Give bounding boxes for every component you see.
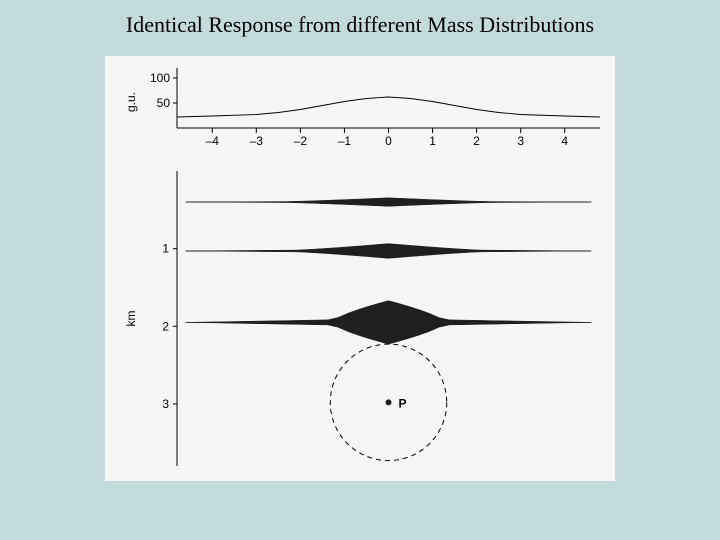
svg-text:P: P [399, 396, 407, 410]
svg-text:–2: –2 [294, 134, 308, 148]
svg-text:–1: –1 [338, 134, 352, 148]
svg-text:3: 3 [162, 397, 169, 411]
svg-text:4: 4 [561, 134, 568, 148]
svg-text:1: 1 [429, 134, 436, 148]
svg-text:2: 2 [162, 319, 169, 333]
svg-text:g.u.: g.u. [124, 92, 138, 112]
svg-text:3: 3 [517, 134, 524, 148]
svg-text:2: 2 [473, 134, 480, 148]
svg-text:50: 50 [157, 96, 171, 110]
svg-text:100: 100 [150, 71, 170, 85]
svg-text:–4: –4 [206, 134, 220, 148]
svg-text:km: km [124, 311, 138, 327]
figure-svg: 50 100 g.u. –4 –3 –2 –1 0 1 2 3 4 1 2 3 km P [105, 56, 615, 481]
svg-text:1: 1 [162, 242, 169, 256]
figure-container: 50 100 g.u. –4 –3 –2 –1 0 1 2 3 4 1 2 3 km P [105, 56, 615, 481]
svg-text:–3: –3 [250, 134, 264, 148]
page-title: Identical Response from different Mass D… [0, 12, 720, 38]
svg-text:0: 0 [385, 134, 392, 148]
